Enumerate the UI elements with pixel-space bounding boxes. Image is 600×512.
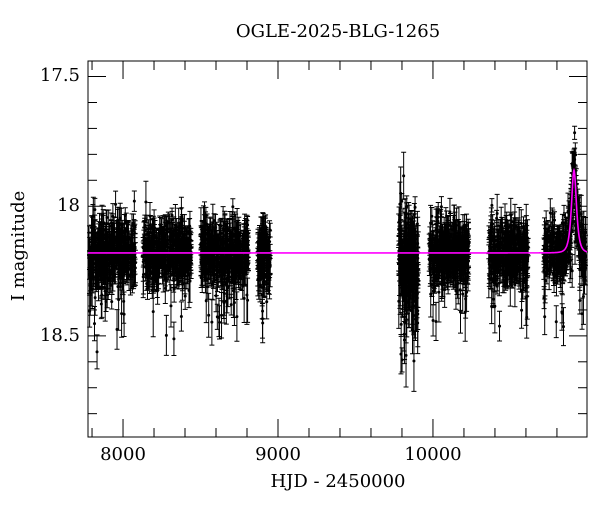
x-tick-label-9000: 9000 <box>255 444 301 465</box>
y-tick-label-18-5: 18.5 <box>39 325 80 346</box>
chart-title: OGLE-2025-BLG-1265 <box>235 21 441 42</box>
y-tick-label-17-5: 17.5 <box>39 65 80 86</box>
x-axis-label: HJD - 2450000 <box>270 471 406 492</box>
x-tick-label-10000: 10000 <box>404 444 462 465</box>
x-tick-label-8000: 8000 <box>100 444 146 465</box>
y-tick-label-18: 18 <box>57 195 80 216</box>
y-axis-label: I magnitude <box>8 190 29 302</box>
